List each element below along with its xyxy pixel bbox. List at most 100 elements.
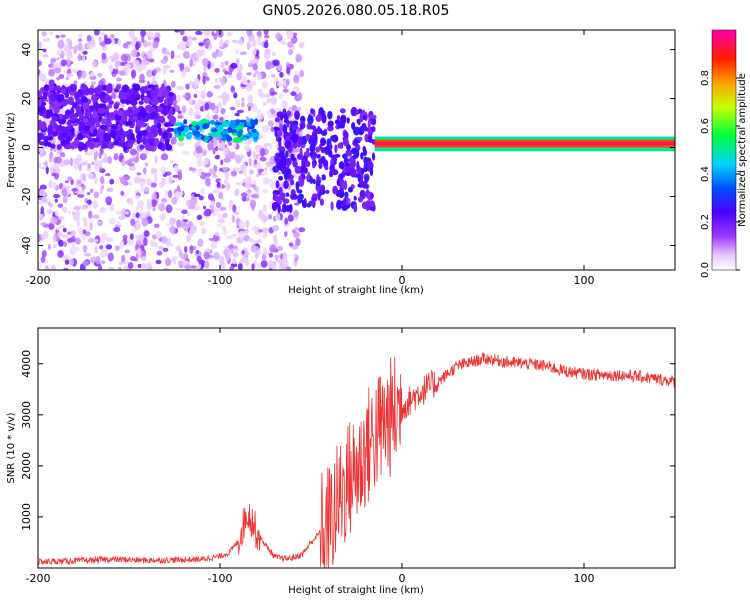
spectrogram-speckle (252, 194, 259, 199)
spectrogram-cluster (325, 190, 329, 194)
spectrogram-speckle (228, 142, 232, 146)
spectrogram-cluster (321, 185, 326, 191)
spectrogram-cluster (312, 161, 315, 168)
spectrogram-speckle (153, 41, 159, 49)
spectrogram-speckle (248, 94, 253, 103)
spectrogram-speckle (161, 178, 166, 186)
spectrogram-cluster (350, 168, 357, 177)
spectrogram-speckle (215, 146, 218, 151)
spectrogram-speckle (78, 54, 82, 61)
spectrogram-speckle (169, 160, 174, 164)
spectrogram-speckle (145, 41, 152, 46)
spectrogram-cluster (360, 152, 363, 160)
spectrogram-speckle (156, 260, 162, 265)
spectrogram-band (158, 127, 162, 135)
spectrogram-cluster (312, 179, 316, 184)
spectrogram-speckle (139, 73, 145, 81)
spectrogram-speckle (117, 40, 121, 46)
spectrogram-speckle (216, 223, 221, 226)
spectrogram-speckle (82, 173, 86, 181)
spectrogram-speckle (264, 35, 269, 38)
spectrogram-speckle (59, 250, 64, 257)
spectrogram-speckle (271, 51, 275, 56)
spectrogram-cluster (315, 146, 319, 152)
spectrogram-speckle (63, 207, 67, 213)
spectrogram-speckle (74, 206, 81, 211)
spectrogram-cluster (279, 151, 285, 158)
spectrogram-band (57, 144, 62, 150)
spectrogram-speckle (154, 69, 157, 75)
spectrogram-speckle (239, 170, 243, 174)
spectrogram-speckle (91, 81, 96, 85)
spectrogram-blob (239, 120, 247, 123)
spectrogram-speckle (63, 159, 70, 165)
spectrogram-speckle (66, 77, 69, 80)
spectrogram-xtick-label: 100 (574, 274, 595, 287)
spectrogram-band (136, 133, 142, 141)
spectrogram-speckle (59, 74, 65, 79)
spectrogram-speckle (66, 73, 73, 77)
spectrogram-cluster (371, 115, 376, 119)
spectrogram-cluster (358, 196, 363, 202)
spectrogram-speckle (226, 180, 229, 188)
spectrogram-speckle (220, 159, 223, 165)
spectrogram-speckle (106, 201, 111, 205)
spectrogram-cluster (337, 143, 342, 149)
spectrogram-band (158, 90, 163, 98)
spectrogram-cluster (306, 148, 309, 152)
spectrogram-speckle (145, 162, 148, 166)
spectrogram-cluster (363, 166, 368, 172)
spectrogram-speckle (104, 38, 111, 44)
spectrogram-speckle (59, 225, 66, 229)
spectrogram-speckle (235, 100, 240, 108)
spectrogram-speckle (265, 48, 270, 54)
spectrogram-speckle (113, 54, 119, 62)
spectrogram-speckle (147, 199, 150, 206)
spectrogram-speckle (44, 198, 48, 203)
spectrogram-speckle (143, 237, 148, 246)
spectrogram-speckle (177, 94, 181, 102)
spectrogram-speckle (136, 212, 140, 218)
spectrogram-speckle (75, 238, 81, 245)
spectrogram-cluster (347, 117, 350, 123)
spectrogram-speckle (232, 40, 236, 43)
spectrogram-band (107, 104, 112, 109)
spectrogram-band (148, 113, 156, 119)
spectrogram-speckle (248, 158, 251, 167)
spectrogram-speckle (261, 171, 268, 175)
spectrogram-speckle (225, 172, 229, 180)
spectrogram-speckle (194, 194, 201, 197)
spectrogram-speckle (243, 168, 247, 177)
snr-ytick-label: 2000 (20, 452, 33, 480)
spectrogram-speckle (143, 167, 147, 174)
spectrogram-speckle (292, 244, 298, 249)
spectrogram-cluster (307, 172, 310, 181)
spectrogram-speckle (277, 246, 284, 251)
spectrogram-speckle (58, 216, 64, 220)
spectrogram-blob (222, 129, 228, 134)
spectrogram-band (143, 97, 150, 104)
spectrogram-cluster (343, 205, 348, 210)
figure: GN05.2026.080.05.18.R05 -200 -100 0 100-40-… (0, 0, 750, 600)
spectrogram-speckle (77, 219, 80, 227)
spectrogram-speckle (261, 260, 268, 268)
spectrogram-cluster (331, 201, 334, 210)
spectrogram-speckle (82, 185, 86, 189)
spectrogram-speckle (135, 195, 139, 200)
spectrogram-speckle (246, 220, 250, 228)
spectrogram-speckle (63, 196, 68, 203)
spectrogram-cluster (345, 162, 349, 167)
spectrogram-speckle (184, 246, 187, 253)
spectrogram-band (78, 141, 82, 147)
spectrogram-band (51, 122, 57, 129)
spectrogram-band (121, 92, 126, 100)
spectrogram-speckle (57, 232, 63, 236)
spectrogram-speckle (274, 78, 278, 83)
spectrogram-speckle (203, 28, 210, 35)
spectrogram-speckle (63, 228, 67, 232)
spectrogram-cluster (299, 178, 305, 187)
spectrogram-speckle (262, 227, 268, 233)
snr-xtick-label: 100 (574, 572, 595, 585)
spectrogram-speckle (73, 45, 79, 51)
spectrogram-speckle (288, 49, 293, 55)
